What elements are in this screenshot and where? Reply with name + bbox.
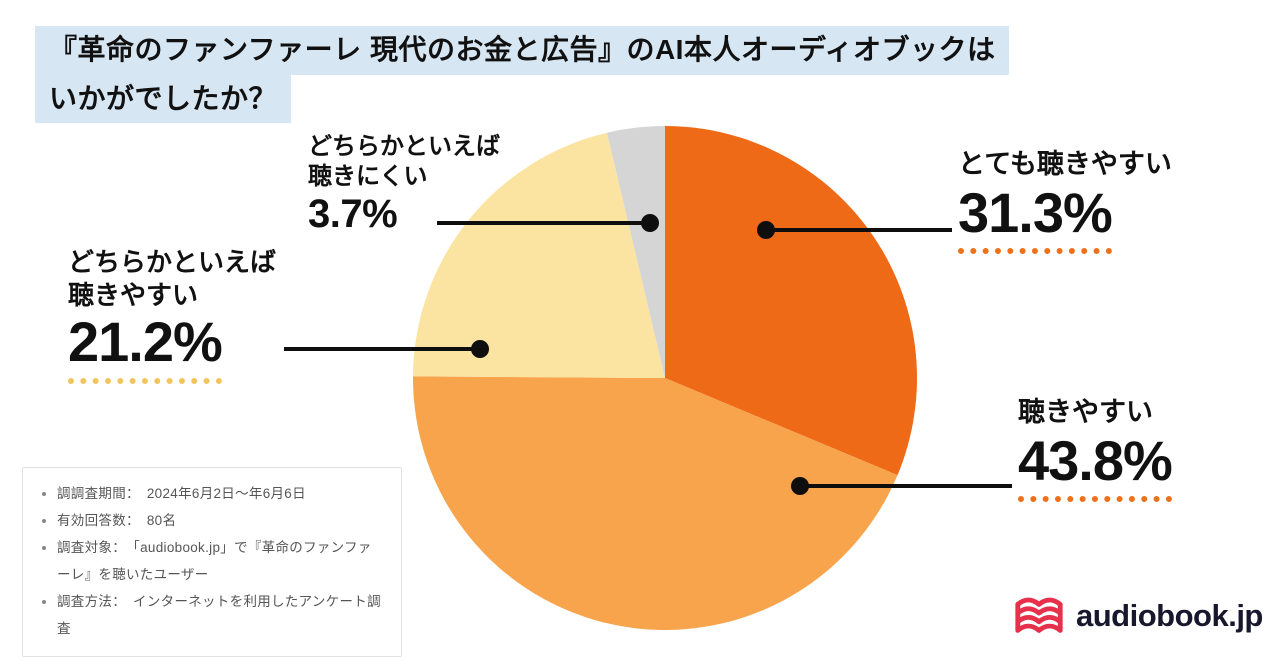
- survey-info-box: 調調査期間： 2024年6月2日～年6月6日 有効回答数： 80名 調査対象： …: [22, 467, 402, 657]
- survey-notes-list: 調調査期間： 2024年6月2日～年6月6日 有効回答数： 80名 調査対象： …: [33, 480, 383, 642]
- pie-slice-2: [413, 132, 665, 378]
- callout-easy: 聴きやすい 43.8%: [1018, 396, 1173, 503]
- survey-note-method: 調査方法： インターネットを利用したアンケート調査: [57, 588, 383, 642]
- pie-slice-3: [606, 126, 665, 378]
- leader-dot-very-easy: [757, 221, 775, 239]
- segment-label-somewhat-easy: どちらかといえば聴きやすい: [68, 247, 277, 310]
- leader-dots: [471, 214, 809, 495]
- pie-slice-0: [665, 126, 917, 476]
- audiobook-logo: audiobook.jp: [1012, 592, 1263, 640]
- title-line-2-wrap: いかがでしたか？: [35, 74, 1009, 124]
- segment-label-easy: 聴きやすい: [1018, 397, 1153, 427]
- title-line-1-wrap: 『革命のファンファーレ 現代のお金と広告』のAI本人オーディオブックは: [35, 26, 1010, 75]
- title-line-2: いかがでしたか？: [35, 74, 292, 124]
- callout-somewhat-easy: どちらかといえば聴きやすい 21.2%: [68, 246, 308, 384]
- survey-note-target: 調査対象： 「audiobook.jp」で『革命のファンファーレ』を聴いたユーザ…: [57, 534, 383, 588]
- segment-label-very-easy: とても聴きやすい: [958, 149, 1172, 179]
- survey-note-period: 調調査期間： 2024年6月2日～年6月6日: [57, 480, 383, 507]
- leader-dot-somewhat-easy: [471, 340, 489, 358]
- segment-label-somewhat-hard: どちらかといえば聴きにくい: [308, 133, 500, 190]
- leader-lines: [284, 221, 1012, 488]
- segment-value-easy: 43.8%: [1018, 429, 1173, 503]
- segment-value-somewhat-easy: 21.2%: [68, 310, 223, 384]
- open-book-icon: [1012, 592, 1066, 640]
- leader-dot-somewhat-hard: [641, 214, 659, 232]
- segment-value-somewhat-hard: 3.7%: [308, 192, 398, 236]
- pie-slice-1: [412, 376, 898, 631]
- pie: [412, 126, 917, 631]
- callout-very-easy: とても聴きやすい 31.3%: [958, 148, 1172, 255]
- page-title: 『革命のファンファーレ 現代のお金と広告』のAI本人オーディオブックは いかがで…: [35, 26, 1010, 124]
- audiobook-logo-text: audiobook.jp: [1076, 598, 1263, 633]
- title-line-1: 『革命のファンファーレ 現代のお金と広告』のAI本人オーディオブックは: [35, 26, 1010, 75]
- leader-dot-easy: [791, 477, 809, 495]
- segment-value-very-easy: 31.3%: [958, 181, 1113, 255]
- callout-somewhat-hard: どちらかといえば聴きにくい 3.7%: [308, 132, 548, 237]
- survey-note-responses: 有効回答数： 80名: [57, 507, 383, 534]
